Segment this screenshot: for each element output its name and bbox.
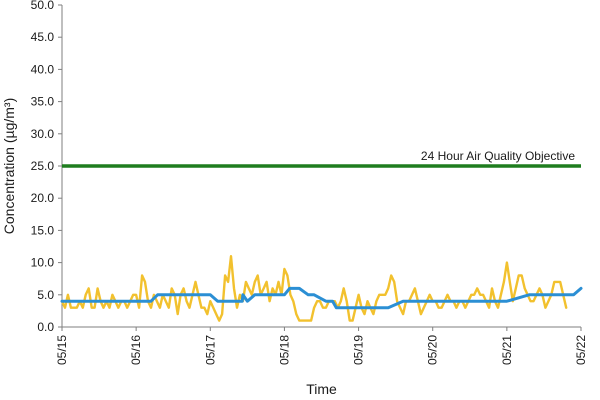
y-tick-label: 40.0 — [31, 62, 55, 76]
series-line-hourly — [60, 255, 568, 322]
x-tick-label: 05/16 — [129, 335, 143, 365]
y-tick-label: 25.0 — [31, 159, 55, 173]
series-line-rolling-average — [60, 286, 583, 310]
reference-line-group: 24 Hour Air Quality Objective — [62, 149, 581, 168]
x-axis: 05/15 05/16 05/17 05/18 05/19 05/20 05/21 05/22 — [55, 326, 588, 365]
y-tick-label: 35.0 — [31, 95, 55, 109]
y-tick-label: 0.0 — [37, 320, 54, 334]
x-tick-label: 05/19 — [352, 335, 366, 365]
y-tick-label: 45.0 — [31, 30, 55, 44]
x-tick-label: 05/17 — [203, 335, 217, 365]
y-tick-label: 20.0 — [31, 191, 55, 205]
x-tick-label: 05/20 — [426, 335, 440, 365]
x-tick-label: 05/22 — [574, 335, 588, 365]
series-group — [60, 255, 583, 322]
y-tick-label: 30.0 — [31, 127, 55, 141]
reference-line-label: 24 Hour Air Quality Objective — [421, 149, 575, 163]
x-tick-label: 05/18 — [277, 335, 291, 365]
y-axis-title: Concentration (µg/m³) — [1, 98, 17, 234]
x-tick-label: 05/21 — [500, 335, 514, 365]
x-axis-title: Time — [306, 381, 337, 397]
y-axis: 0.0 5.0 10.0 15.0 20.0 25.0 30.0 35.0 40.0 45.0 50… — [31, 0, 63, 334]
y-tick-label: 50.0 — [31, 0, 55, 12]
y-tick-label: 5.0 — [37, 288, 54, 302]
y-tick-label: 15.0 — [31, 223, 55, 237]
x-tick-label: 05/15 — [55, 335, 69, 365]
y-tick-label: 10.0 — [31, 256, 55, 270]
